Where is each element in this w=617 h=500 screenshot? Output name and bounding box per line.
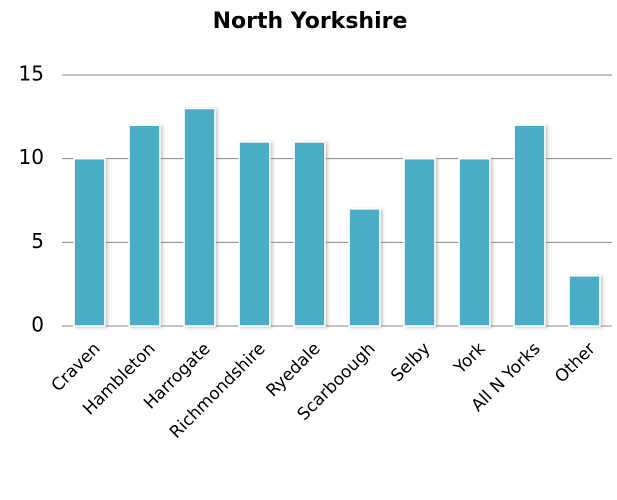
bar (128, 124, 161, 327)
bar (568, 275, 601, 327)
x-tick-label: Selby (387, 339, 434, 386)
bar (403, 157, 436, 327)
x-tick-label: Other (551, 339, 599, 387)
x-tick-label: Richmondshire (166, 339, 270, 443)
y-tick-label: 5 (31, 229, 44, 253)
y-tick-label: 0 (31, 313, 44, 337)
x-tick-label: York (450, 339, 490, 379)
bar (348, 208, 381, 327)
bar (458, 157, 491, 327)
y-tick-label: 10 (19, 145, 44, 169)
chart-title: North Yorkshire (213, 9, 408, 34)
bar (73, 157, 106, 327)
y-tick-label: 15 (19, 62, 44, 86)
bar (293, 141, 326, 327)
bar (513, 124, 546, 327)
bar (183, 107, 216, 327)
bar (238, 141, 271, 327)
